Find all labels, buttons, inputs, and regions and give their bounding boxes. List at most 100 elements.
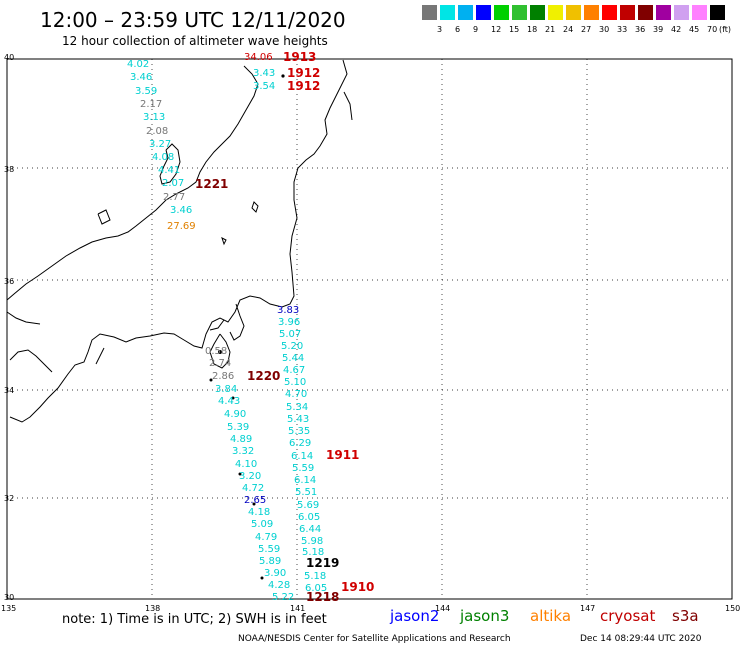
scale-label: 33 <box>617 25 628 34</box>
graticule <box>7 59 732 599</box>
swh-value: 5.44 <box>282 353 304 364</box>
scale-label: 36 <box>635 25 646 34</box>
lat-label: 32 <box>4 494 14 503</box>
scale-swatch <box>512 5 527 20</box>
swh-value: 5.10 <box>284 377 306 388</box>
scale-label: 30 <box>599 25 610 34</box>
swh-value: 5.69 <box>297 500 319 511</box>
scale-label: 42 <box>671 25 682 34</box>
swh-value: 4.02 <box>127 59 149 70</box>
scale-swatch <box>548 5 563 20</box>
swh-value: 6.14 <box>294 475 316 486</box>
map-frame <box>6 58 733 600</box>
swh-value: 6.29 <box>289 438 311 449</box>
time-label: 1220 <box>247 369 280 383</box>
swh-value: 2.17 <box>140 99 162 110</box>
swh-value: 4.10 <box>235 459 257 470</box>
swh-value: 4.79 <box>255 532 277 543</box>
swh-value: 6.14 <box>291 451 313 462</box>
scale-label: 9 <box>473 25 479 34</box>
scale-label: 21 <box>545 25 556 34</box>
scale-label: 27 <box>581 25 592 34</box>
legend-cryosat: cryosat <box>600 607 656 625</box>
lon-label: 138 <box>145 604 160 613</box>
swh-value: 5.98 <box>301 536 323 547</box>
swh-value: 4.41 <box>158 165 180 176</box>
swh-value: 3.59 <box>135 86 157 97</box>
time-label: 1910 <box>341 580 374 594</box>
lat-label: 34 <box>4 386 14 395</box>
swh-value: 6.05 <box>305 583 327 594</box>
scale-label: 70 <box>707 25 718 34</box>
swh-value: 4.08 <box>152 152 174 163</box>
swh-value: 3.43 <box>253 68 275 79</box>
swh-value: 3.20 <box>239 471 261 482</box>
swh-value: 2.07 <box>162 178 184 189</box>
swh-value: 2.08 <box>146 126 168 137</box>
island-markers <box>209 74 285 580</box>
swh-value: 5.34 <box>286 402 308 413</box>
lat-label: 30 <box>4 593 14 602</box>
swh-value: 0.58 <box>205 346 227 357</box>
page-title: 12:00 – 23:59 UTC 12/11/2020 <box>40 8 346 32</box>
lat-label: 40 <box>4 53 14 62</box>
scale-swatch <box>440 5 455 20</box>
lon-label: 147 <box>580 604 595 613</box>
swh-value: 5.20 <box>281 341 303 352</box>
lon-label: 141 <box>290 604 305 613</box>
swh-value: 6.05 <box>298 512 320 523</box>
footer-credit: NOAA/NESDIS Center for Satellite Applica… <box>238 634 511 644</box>
scale-swatch <box>494 5 509 20</box>
swh-value: 4.18 <box>248 507 270 518</box>
note-text: note: 1) Time is in UTC; 2) SWH is in fe… <box>62 612 327 627</box>
swh-value: 3.84 <box>215 384 237 395</box>
time-label: 1912 <box>287 79 320 93</box>
swh-value: 4.67 <box>283 365 305 376</box>
scale-label: 3 <box>437 25 443 34</box>
time-label: 1912 <box>287 66 320 80</box>
scale-swatch <box>656 5 671 20</box>
scale-swatch <box>674 5 689 20</box>
swh-value: 27.69 <box>167 221 196 232</box>
swh-value: 4.43 <box>218 396 240 407</box>
legend-jason3: jason3 <box>460 607 510 625</box>
scale-label: 15 <box>509 25 520 34</box>
lon-label: 150 <box>725 604 740 613</box>
timestamp: Dec 14 08:29:44 UTC 2020 <box>580 634 702 644</box>
scale-swatch <box>638 5 653 20</box>
swh-value: 5.07 <box>279 329 301 340</box>
scale-swatch <box>476 5 491 20</box>
legend-s3a: s3a <box>672 607 699 625</box>
swh-value: 5.09 <box>251 519 273 530</box>
scale-label: 45 <box>689 25 700 34</box>
legend-jason2: jason2 <box>390 607 440 625</box>
swh-value: 3.54 <box>253 81 275 92</box>
scale-label: 12 <box>491 25 502 34</box>
scale-swatch <box>566 5 581 20</box>
swh-value: 4.72 <box>242 483 264 494</box>
swh-value: 5.59 <box>258 544 280 555</box>
swh-value: 5.18 <box>304 571 326 582</box>
time-label: 1221 <box>195 177 228 191</box>
scale-label: 6 <box>455 25 461 34</box>
swh-value: 6.44 <box>299 524 321 535</box>
scale-swatch <box>530 5 545 20</box>
scale-unit: (ft) <box>719 25 732 34</box>
swh-value: 4.89 <box>230 434 252 445</box>
scale-swatch <box>620 5 635 20</box>
swh-value: 4.28 <box>268 580 290 591</box>
lat-label: 38 <box>4 165 14 174</box>
swh-value: 4.90 <box>224 409 246 420</box>
coastline <box>6 59 353 423</box>
swh-value: 5.43 <box>287 414 309 425</box>
scale-label: 24 <box>563 25 574 34</box>
swh-value: 2.65 <box>244 495 266 506</box>
swh-value: 3.90 <box>264 568 286 579</box>
swh-value: 5.35 <box>288 426 310 437</box>
swh-value: 2.77 <box>163 192 185 203</box>
swh-value: 3.27 <box>149 139 171 150</box>
lon-label: 144 <box>435 604 450 613</box>
swh-value: 5.59 <box>292 463 314 474</box>
swh-value: 3.13 <box>143 112 165 123</box>
scale-swatch <box>710 5 725 20</box>
